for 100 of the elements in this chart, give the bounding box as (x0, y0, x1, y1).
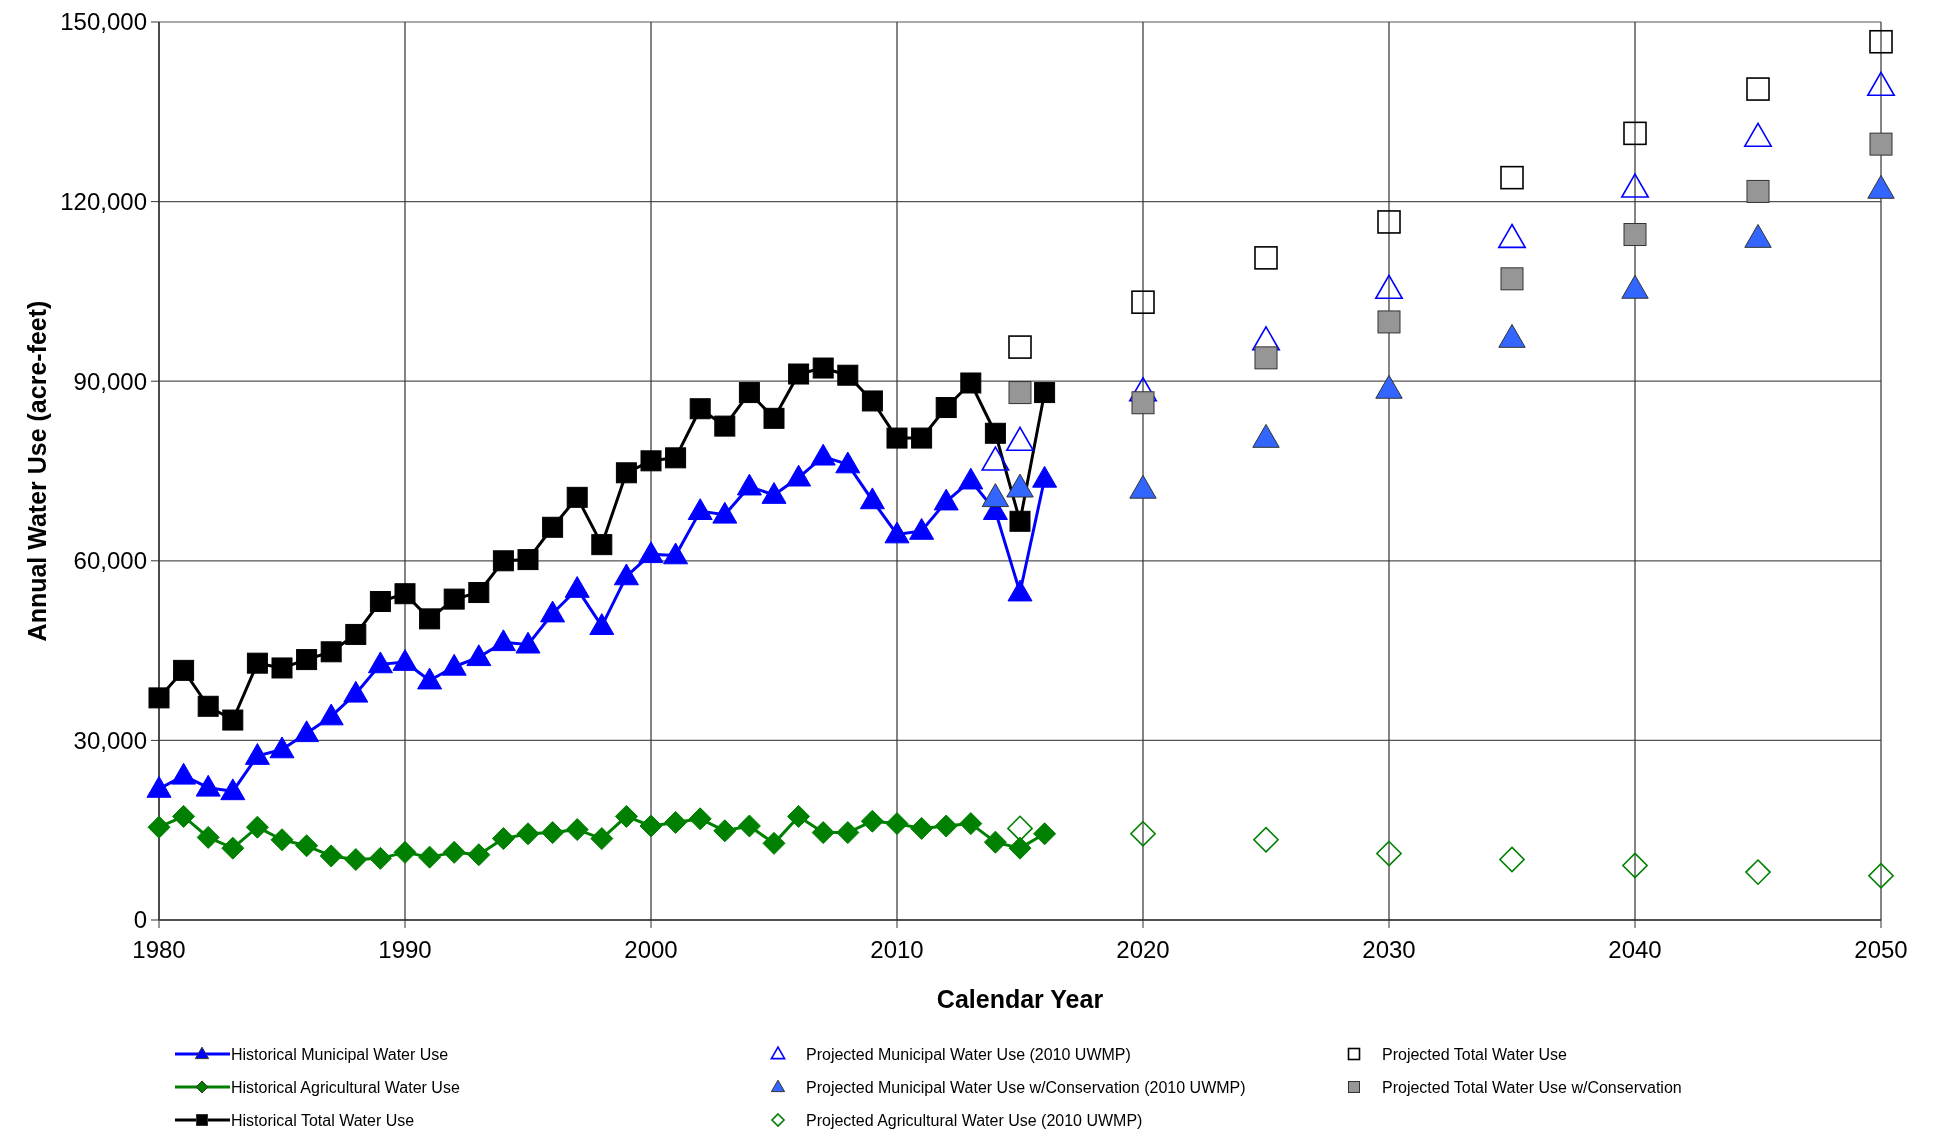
point (343, 680, 369, 703)
point (981, 483, 1010, 508)
point (1252, 423, 1280, 448)
point (345, 623, 367, 645)
point (468, 582, 490, 604)
point (269, 736, 295, 759)
point (933, 488, 959, 511)
point (812, 357, 834, 379)
x-tick-label: 2020 (1116, 936, 1170, 963)
point (1375, 274, 1403, 300)
point (984, 422, 1006, 444)
point (491, 827, 515, 851)
point (517, 549, 539, 571)
point (443, 588, 465, 610)
point (148, 687, 170, 709)
point (1746, 77, 1770, 101)
point (1252, 326, 1280, 351)
point (1621, 173, 1649, 198)
point (1130, 820, 1156, 847)
point (1007, 815, 1033, 842)
point (296, 649, 318, 671)
point (639, 814, 663, 838)
point (196, 825, 220, 849)
point (566, 486, 588, 508)
point (1008, 836, 1032, 860)
point (738, 382, 760, 404)
point (909, 517, 935, 540)
point (1254, 346, 1278, 370)
point (713, 819, 737, 843)
legend-label: Historical Municipal Water Use (231, 1045, 449, 1063)
point (173, 659, 195, 681)
point (1254, 246, 1278, 270)
point (172, 804, 196, 828)
point (762, 831, 786, 855)
point (1498, 323, 1526, 348)
point (197, 695, 219, 717)
point (1009, 510, 1031, 532)
point (1745, 859, 1771, 886)
point (1500, 165, 1524, 190)
point (1032, 465, 1058, 488)
point (1623, 121, 1647, 146)
point (1377, 310, 1401, 334)
x-tick-label: 2010 (870, 936, 924, 963)
point (417, 667, 443, 690)
point (441, 653, 467, 676)
point (1621, 274, 1649, 299)
point (837, 364, 859, 386)
legend-label: Projected Agricultural Water Use (2010 UWMP) (806, 1111, 1143, 1129)
point (687, 498, 713, 521)
point (394, 583, 416, 605)
point (294, 720, 320, 743)
point (786, 464, 812, 487)
y-tick-label: 120,000 (60, 188, 147, 215)
point (590, 827, 614, 851)
point (983, 830, 1007, 854)
point (442, 840, 466, 864)
point (589, 613, 615, 635)
point (1008, 335, 1032, 359)
point (884, 521, 910, 544)
point (393, 840, 417, 864)
point (392, 649, 418, 671)
point (147, 815, 171, 839)
point (861, 390, 883, 412)
point (319, 844, 343, 868)
point (1746, 179, 1770, 203)
point (564, 576, 590, 598)
point (835, 451, 861, 474)
legend-label: Projected Total Water Use w/Conservation (1382, 1078, 1682, 1096)
point (245, 815, 269, 839)
y-tick-label: 0 (133, 906, 147, 934)
x-tick-label: 2050 (1854, 936, 1908, 963)
x-tick-label: 2040 (1608, 936, 1662, 963)
point (613, 563, 639, 586)
point (246, 652, 268, 674)
point (221, 836, 245, 860)
y-axis-title: Annual Water Use (acre-feet) (23, 300, 51, 642)
point (763, 407, 785, 429)
point (367, 651, 393, 674)
point (761, 482, 787, 504)
legend-label: Projected Municipal Water Use (2010 UWMP) (806, 1045, 1131, 1063)
point (542, 516, 564, 538)
point (1622, 852, 1648, 879)
point (368, 846, 392, 870)
point (665, 447, 687, 469)
point (467, 843, 491, 867)
point (934, 814, 958, 838)
point (515, 631, 541, 654)
point (886, 427, 908, 449)
point (1744, 122, 1772, 147)
point (688, 807, 712, 831)
point (1868, 862, 1894, 889)
point (271, 657, 293, 679)
point (195, 774, 221, 797)
point (492, 550, 514, 572)
point (615, 462, 637, 484)
point (1867, 174, 1895, 199)
point (640, 450, 662, 472)
point (1377, 210, 1401, 234)
point (1867, 71, 1895, 97)
point (1033, 822, 1057, 846)
